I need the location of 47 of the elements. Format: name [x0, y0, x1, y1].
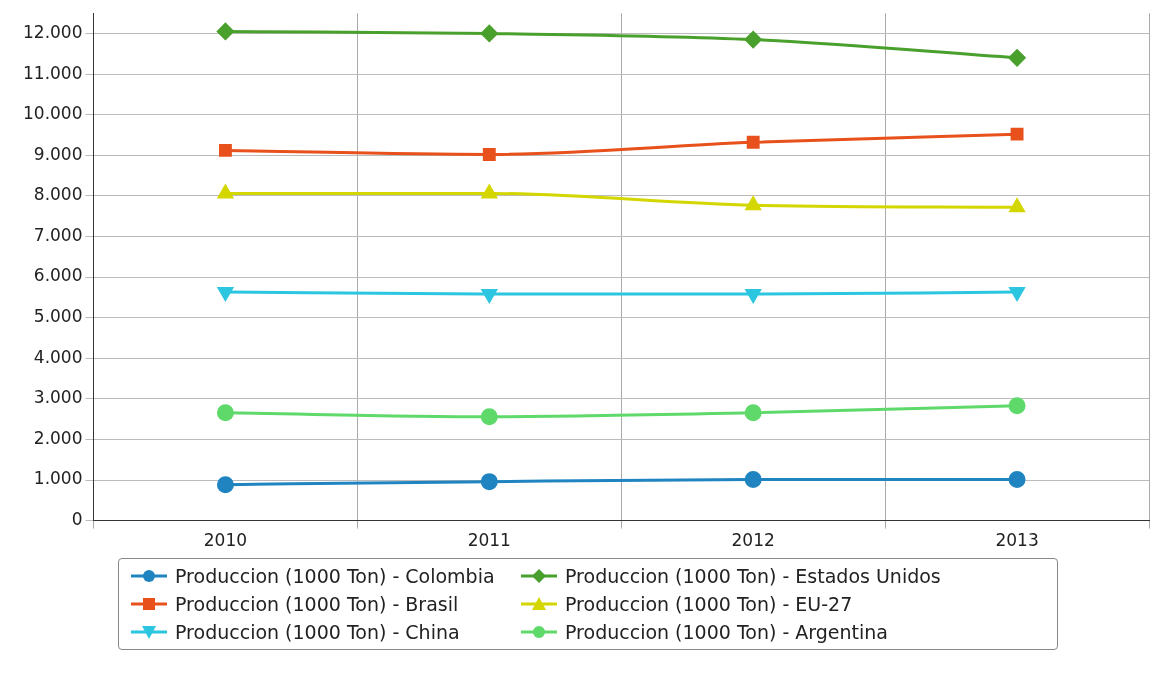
point: [746, 135, 760, 149]
legend-label: Produccion (1000 Ton) - Argentina: [565, 621, 888, 643]
x-tick-label: 2012: [731, 530, 775, 551]
legend-label: Produccion (1000 Ton) - Brasil: [175, 593, 459, 615]
point: [1008, 397, 1026, 415]
y-tick-label: 9.000: [33, 143, 83, 164]
point: [744, 404, 762, 422]
legend-label: Produccion (1000 Ton) - Estados Unidos: [565, 565, 941, 587]
point: [744, 31, 762, 49]
point: [480, 25, 498, 42]
y-tick-label: 7.000: [33, 224, 83, 245]
point: [481, 184, 497, 199]
point: [1008, 471, 1026, 489]
y-tick-label: 0: [71, 509, 83, 530]
point: [745, 289, 761, 303]
point: [480, 473, 498, 491]
point: [744, 471, 762, 489]
x-tick-label: 2011: [467, 530, 511, 551]
point: [216, 404, 234, 422]
point: [480, 408, 498, 426]
point: [218, 143, 232, 157]
y-tick-label: 10.000: [23, 103, 83, 124]
point: [481, 289, 497, 303]
y-tick-label: 2.000: [33, 427, 83, 448]
y-tick-label: 5.000: [33, 306, 83, 327]
legend-label: Produccion (1000 Ton) - EU-27: [565, 593, 853, 615]
x-tick-label: 2013: [995, 530, 1039, 551]
y-tick-label: 4.000: [33, 346, 83, 367]
y-tick-label: 1.000: [33, 468, 83, 489]
point: [217, 184, 233, 199]
y-tick-label: 8.000: [33, 184, 83, 205]
point: [216, 476, 234, 494]
point: [216, 22, 234, 40]
point: [217, 287, 233, 301]
point: [482, 148, 496, 161]
x-tick-label: 2010: [203, 530, 248, 551]
point: [1010, 127, 1024, 141]
y-tick-label: 12.000: [23, 21, 83, 42]
point: [1008, 49, 1026, 67]
y-tick-label: 11.000: [23, 62, 83, 83]
y-tick-label: 6.000: [33, 265, 83, 286]
point: [1009, 198, 1025, 213]
point: [745, 196, 761, 211]
point: [1009, 287, 1025, 301]
legend-label: Produccion (1000 Ton) - China: [175, 621, 460, 643]
y-tick-label: 3.000: [33, 387, 83, 408]
legend-label: Produccion (1000 Ton) - Colombia: [175, 565, 495, 587]
